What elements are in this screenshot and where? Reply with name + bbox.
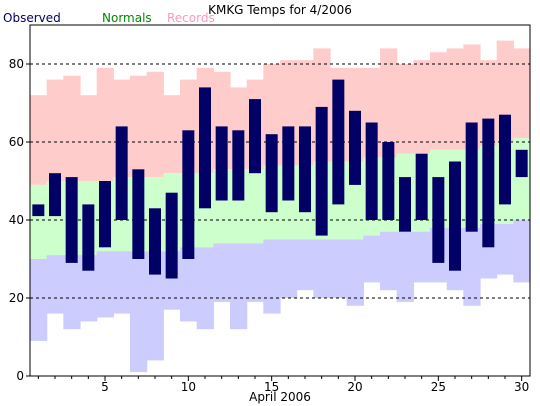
axes: 0 20 40 60 80 5 10 15 20 25 30	[9, 24, 531, 394]
record-low-band-day-7	[130, 251, 148, 373]
record-low-band-day-12	[213, 243, 231, 302]
plot-frame	[29, 24, 531, 377]
record-low-band-day-20	[346, 239, 364, 306]
observed-bar-day-23	[399, 177, 411, 232]
observed-bar-day-1	[32, 204, 45, 217]
record-low-band-day-17	[296, 239, 314, 291]
x-tick-label-20: 20	[347, 380, 362, 394]
record-high-band-day-1	[30, 95, 48, 185]
record-high-band-day-25	[430, 52, 448, 150]
observed-bar-day-10	[182, 130, 195, 259]
observed-bar-day-21	[365, 122, 378, 220]
observed-bar-day-28	[482, 118, 495, 248]
record-high-band-day-3	[63, 75, 81, 181]
observed-bar-day-4	[82, 204, 95, 271]
observed-bar-day-24	[415, 153, 428, 220]
observed-bar-day-6	[115, 126, 128, 220]
record-low-band-day-2	[46, 255, 64, 314]
record-low-band-day-3	[63, 255, 81, 330]
record-low-band-day-22	[380, 231, 398, 291]
record-low-band-day-18	[313, 239, 331, 298]
observed-bar-day-12	[215, 126, 228, 201]
chart-title: KMKG Temps for 4/2006	[208, 3, 352, 17]
record-high-band-day-4	[80, 95, 98, 181]
observed-bar-day-2	[49, 173, 61, 217]
observed-bar-day-5	[99, 181, 111, 248]
record-low-band-day-14	[246, 243, 264, 302]
observed-bar-day-26	[449, 161, 461, 271]
y-tick-label-0: 0	[16, 369, 24, 383]
record-low-band-day-29	[496, 223, 514, 275]
observed-bar-day-13	[232, 130, 245, 201]
normal-band-day-14	[246, 169, 264, 244]
observed-bar-day-29	[499, 114, 511, 205]
y-tick-label-40: 40	[9, 213, 24, 227]
observed-bar-day-20	[349, 110, 361, 185]
x-tick-label-10: 10	[181, 380, 196, 394]
record-low-band-day-11	[196, 247, 214, 330]
record-high-band-day-9	[163, 95, 181, 174]
observed-bar-day-27	[465, 122, 478, 232]
observed-bar-day-16	[282, 126, 295, 201]
observed-bar-day-11	[199, 87, 211, 209]
record-high-band-day-24	[413, 60, 431, 154]
record-low-band-day-30	[513, 220, 531, 283]
x-tick-label-5: 5	[101, 380, 109, 394]
legend-records: Records	[167, 11, 215, 25]
plot-area	[30, 40, 531, 373]
record-low-band-day-10	[180, 247, 198, 322]
record-low-band-day-8	[146, 251, 164, 361]
y-tick-label-60: 60	[9, 135, 24, 149]
record-low-band-day-4	[80, 255, 98, 322]
record-high-band-day-5	[96, 67, 114, 181]
y-tick-label-20: 20	[9, 291, 24, 305]
record-low-band-day-24	[413, 231, 431, 283]
observed-bar-day-9	[165, 192, 178, 279]
y-tick-label-80: 80	[9, 57, 24, 71]
record-low-band-day-23	[396, 231, 414, 302]
observed-bar-day-7	[132, 169, 145, 259]
observed-bar-day-3	[65, 177, 78, 263]
record-high-band-day-26	[446, 48, 464, 150]
observed-bar-day-17	[299, 126, 311, 213]
record-low-band-day-27	[463, 227, 481, 306]
chart-header: KMKG Temps for 4/2006 Observed Normals R…	[3, 3, 352, 25]
observed-bar-day-25	[432, 177, 445, 263]
record-low-band-day-6	[113, 251, 131, 314]
observed-bar-day-8	[149, 208, 161, 275]
record-low-band-day-5	[96, 251, 114, 318]
record-high-band-day-23	[396, 64, 414, 154]
observed-bar-day-19	[332, 79, 345, 205]
x-axis-label: April 2006	[249, 390, 311, 404]
legend-observed: Observed	[3, 11, 61, 25]
record-low-band-day-16	[280, 239, 298, 298]
record-low-band-day-21	[363, 235, 381, 283]
record-high-band-day-8	[146, 71, 164, 178]
observed-bar-day-22	[382, 142, 395, 220]
record-low-band-day-1	[30, 259, 48, 341]
record-low-band-day-13	[230, 243, 248, 330]
observed-bar-day-30	[515, 149, 528, 178]
legend-normals: Normals	[102, 11, 152, 25]
normal-band-day-1	[30, 184, 48, 259]
record-low-band-day-15	[263, 239, 281, 314]
record-high-band-day-22	[380, 48, 398, 158]
x-tick-label-15: 15	[264, 380, 279, 394]
observed-bar-day-15	[265, 134, 278, 213]
observed-bar-day-18	[315, 106, 328, 236]
record-high-band-day-30	[513, 48, 531, 139]
observed-bar-day-14	[249, 99, 261, 174]
record-low-band-day-19	[330, 239, 348, 298]
x-tick-label-25: 25	[431, 380, 446, 394]
record-high-band-day-2	[46, 79, 64, 181]
record-high-band-day-7	[130, 75, 148, 178]
x-tick-label-30: 30	[514, 380, 529, 394]
